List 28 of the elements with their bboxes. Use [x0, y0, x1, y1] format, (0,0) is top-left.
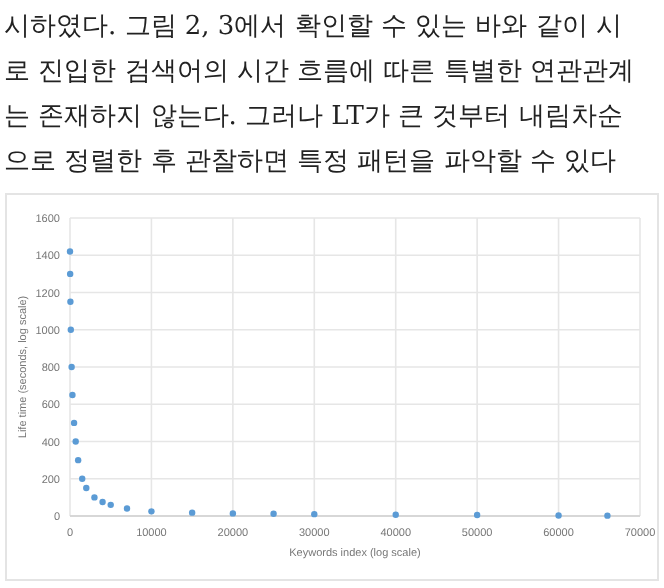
point	[270, 510, 277, 517]
point	[66, 248, 74, 255]
text: 로 진입한 검색어의 시간 흐름에 따른 특별한 연관관계	[4, 57, 634, 87]
point	[473, 511, 481, 519]
point	[66, 270, 74, 278]
point	[107, 501, 114, 509]
point	[68, 363, 75, 371]
text: 는 존재하지 않는다. 그러나 LT가 큰 것부터 내림차순	[4, 102, 623, 132]
point	[79, 475, 86, 482]
point	[99, 498, 106, 506]
point	[83, 484, 90, 492]
text: 시하였다. 그림 2, 3에서 확인할 수 있는 바와 같이 시	[4, 12, 622, 42]
point	[229, 510, 237, 517]
point	[74, 456, 82, 464]
text: 으로 정렬한 후 관찰하면 특정 패턴을 파악할 수 있다	[4, 147, 617, 177]
point	[148, 508, 155, 515]
point	[67, 298, 74, 306]
point	[123, 505, 131, 512]
point	[311, 510, 318, 518]
point	[67, 326, 75, 333]
point	[91, 494, 98, 501]
point	[392, 511, 399, 518]
point	[72, 438, 79, 445]
point	[604, 512, 611, 519]
point	[69, 391, 76, 399]
point	[188, 509, 196, 516]
point	[555, 512, 562, 519]
point	[70, 419, 78, 427]
